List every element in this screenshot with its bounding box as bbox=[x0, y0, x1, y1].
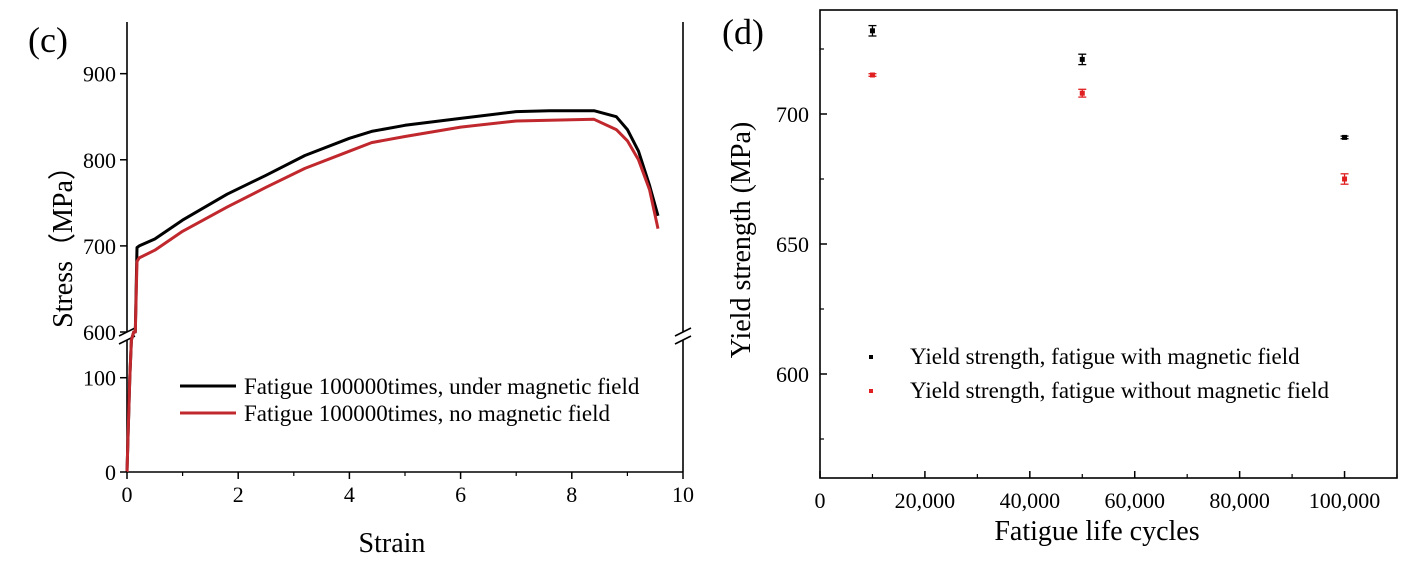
panel-d-yield-strength: (d) 0 20,000 40,000 60,000 80,000 100,000 600 6… bbox=[722, 9, 1398, 547]
legend-marker-with-magnetic-field bbox=[869, 355, 873, 359]
panel-d-x-tick-label: 40,000 bbox=[1000, 488, 1061, 513]
panel-c-ticks: 0 2 4 6 8 10 600 700 800 900 0 100 bbox=[83, 62, 694, 507]
point-with-magnetic-field bbox=[1342, 134, 1348, 140]
point-without-magnetic-field bbox=[869, 72, 875, 78]
point-without-magnetic-field bbox=[1079, 90, 1085, 96]
point-with-magnetic-field bbox=[1079, 56, 1085, 62]
panel-d-x-tick-label: 80,000 bbox=[1209, 488, 1270, 513]
panel-d-y-tick-label: 650 bbox=[776, 232, 809, 257]
panel-d-frame bbox=[819, 9, 1398, 479]
panel-d-x-axis-title: Fatigue life cycles bbox=[994, 516, 1199, 547]
panel-c-x-tick-label: 0 bbox=[122, 482, 133, 507]
panel-c-x-axis-title: Strain bbox=[359, 528, 426, 559]
panel-c-y-tick-label: 900 bbox=[83, 62, 116, 87]
panel-d-axes bbox=[819, 9, 1398, 479]
panel-d-y-tick-label: 600 bbox=[776, 362, 809, 387]
panel-c-x-tick-label: 10 bbox=[672, 482, 694, 507]
panel-c-y-tick-label: 0 bbox=[105, 460, 116, 485]
panel-d-x-tick-label: 0 bbox=[815, 488, 826, 513]
panel-c-legend: Fatigue 100000times, under magnetic fiel… bbox=[180, 374, 640, 426]
legend-label-under-magnetic-field: Fatigue 100000times, under magnetic fiel… bbox=[244, 374, 640, 399]
point-without-magnetic-field bbox=[1342, 176, 1348, 182]
panel-c-y-tick-label: 600 bbox=[83, 320, 116, 345]
panel-d-x-tick-label: 60,000 bbox=[1104, 488, 1165, 513]
panel-d-x-tick-label: 100,000 bbox=[1309, 488, 1381, 513]
panel-d-label: (d) bbox=[722, 12, 764, 52]
panel-d-ticks: 0 20,000 40,000 60,000 80,000 100,000 600 650 70… bbox=[776, 48, 1398, 513]
legend-label-no-magnetic-field: Fatigue 100000times, no magnetic field bbox=[244, 401, 611, 426]
panel-c-curves bbox=[125, 109, 660, 473]
legend-label-without-magnetic-field: Yield strength, fatigue without magnetic… bbox=[910, 378, 1330, 403]
panel-d-y-axis-title: Yield strength (MPa) bbox=[726, 122, 757, 358]
panel-c-stress-strain: (c) 0 2 4 6 8 10 600 700 800 900 0 100 Strain Stres… bbox=[28, 20, 694, 559]
panel-d-y-tick-label: 700 bbox=[776, 102, 809, 127]
panel-c-x-tick-label: 4 bbox=[344, 482, 355, 507]
panel-c-y-axis-title: Stress（MPa） bbox=[47, 152, 79, 328]
panel-d-x-tick-label: 20,000 bbox=[895, 488, 956, 513]
panel-c-y-tick-label: 100 bbox=[83, 366, 116, 391]
panel-d-points bbox=[868, 24, 1349, 185]
panel-d-legend: Yield strength, fatigue with magnetic fi… bbox=[869, 344, 1330, 403]
panel-c-axis-break-right-2 bbox=[674, 335, 692, 345]
panel-c-axis-break-right-1 bbox=[674, 327, 692, 337]
panel-c-x-tick-label: 6 bbox=[455, 482, 466, 507]
legend-marker-without-magnetic-field bbox=[869, 389, 873, 393]
panel-c-x-tick-label: 8 bbox=[566, 482, 577, 507]
panel-c-x-tick-label: 2 bbox=[233, 482, 244, 507]
legend-label-with-magnetic-field: Yield strength, fatigue with magnetic fi… bbox=[910, 344, 1300, 369]
curve-no-magnetic-field bbox=[125, 117, 660, 473]
panel-c-y-tick-label: 800 bbox=[83, 148, 116, 173]
panel-c-label: (c) bbox=[28, 20, 68, 60]
point-with-magnetic-field bbox=[869, 28, 875, 34]
panel-c-y-tick-label: 700 bbox=[83, 234, 116, 259]
